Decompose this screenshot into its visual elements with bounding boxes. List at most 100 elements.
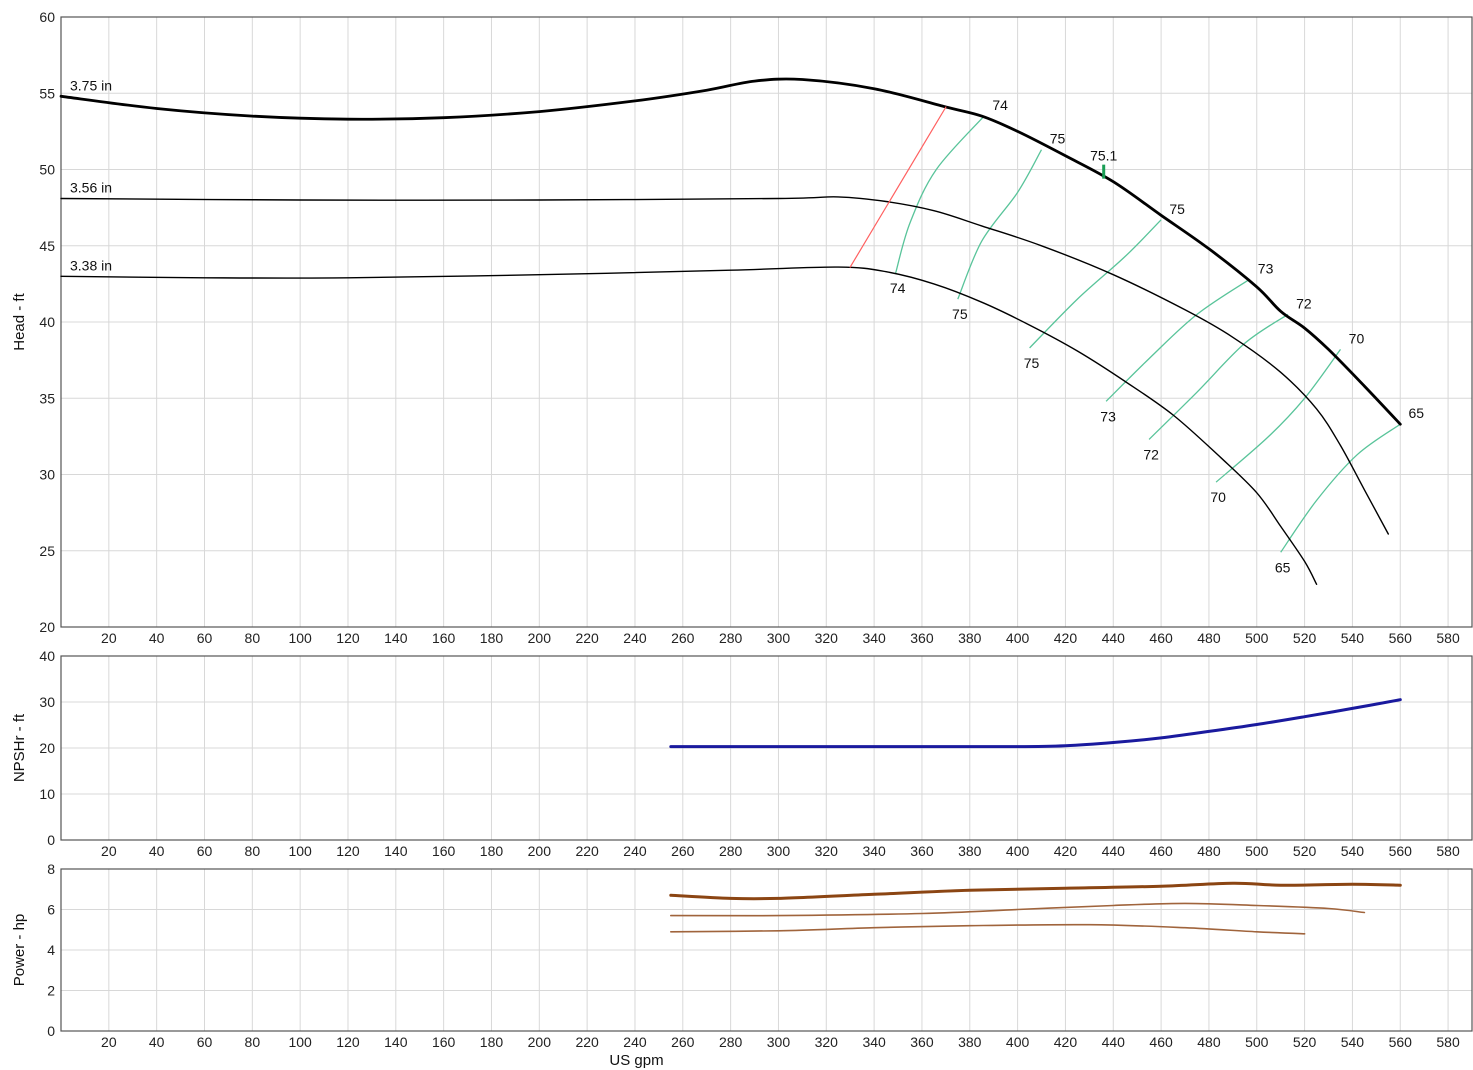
y-tick-label: 0	[47, 832, 55, 848]
x-tick-label: 300	[767, 1034, 791, 1050]
x-tick-label: 80	[245, 630, 261, 646]
plot-frame	[60, 16, 1473, 628]
bep-label: 75.1	[1090, 148, 1117, 164]
npsh-panel: 0 10 20 30 40 20 40 60 80 100 120 140 160 180 200 220 24…	[11, 648, 1473, 859]
x-tick-label: 280	[719, 843, 743, 859]
x-tick-label: 360	[910, 1034, 934, 1050]
efficiency-line-70	[1215, 349, 1342, 483]
y-tick-label: 20	[39, 619, 55, 635]
efficiency-label-upper: 70	[1349, 330, 1365, 346]
y-tick-label: 10	[39, 786, 55, 802]
x-tick-label: 520	[1293, 1034, 1317, 1050]
x-tick-label: 160	[432, 843, 456, 859]
x-tick-label: 240	[623, 1034, 647, 1050]
y-axis-label: Power - hp	[11, 914, 28, 987]
efficiency-line-65	[1280, 423, 1401, 553]
y-tick-label: 8	[47, 861, 55, 877]
x-tick-label: 460	[1149, 1034, 1173, 1050]
x-tick-label: 20	[101, 843, 117, 859]
x-tick-label: 420	[1054, 630, 1078, 646]
plot-frame	[60, 655, 1473, 841]
x-tick-label: 40	[149, 843, 165, 859]
x-tick-label: 140	[384, 630, 408, 646]
x-tick-label: 540	[1341, 630, 1365, 646]
x-tick-label: 520	[1293, 630, 1317, 646]
x-tick-label: 360	[910, 630, 934, 646]
x-tick-label: 80	[245, 843, 261, 859]
power-panel: 0 2 4 6 8 20 40 60 80 100 120 140 160 180 200 220 240 260…	[11, 861, 1473, 1069]
efficiency-label-upper: 65	[1408, 405, 1424, 421]
x-tick-label: 400	[1006, 630, 1030, 646]
x-tick-label: 580	[1436, 1034, 1460, 1050]
efficiency-label-lower: 75	[1024, 355, 1040, 371]
x-tick-label: 80	[245, 1034, 261, 1050]
efficiency-label-lower: 74	[890, 280, 906, 296]
x-tick-label: 120	[336, 1034, 360, 1050]
x-tick-label: 340	[862, 630, 886, 646]
impeller-label: 3.38 in	[70, 257, 112, 273]
efficiency-line-75	[957, 149, 1043, 300]
x-tick-label: 140	[384, 1034, 408, 1050]
efficiency-label-lower: 75	[952, 306, 968, 322]
x-tick-label: 60	[197, 630, 213, 646]
efficiency-label-lower: 73	[1100, 408, 1116, 424]
x-tick-label: 340	[862, 1034, 886, 1050]
x-tick-label: 120	[336, 843, 360, 859]
x-tick-label: 320	[815, 1034, 839, 1050]
impeller-label: 3.75 in	[70, 77, 112, 93]
y-tick-label: 6	[47, 902, 55, 918]
x-tick-label: 200	[528, 1034, 552, 1050]
y-tick-label: 40	[39, 648, 55, 664]
x-tick-label: 160	[432, 630, 456, 646]
x-axis-label: US gpm	[609, 1052, 663, 1069]
x-tick-label: 440	[1102, 1034, 1126, 1050]
x-tick-label: 400	[1006, 843, 1030, 859]
efficiency-label-upper: 75	[1050, 131, 1066, 147]
y-tick-label: 35	[39, 390, 55, 406]
x-tick-label: 380	[958, 630, 982, 646]
plot-frame	[60, 868, 1473, 1032]
x-tick-label: 180	[480, 630, 504, 646]
impeller-label: 3.56 in	[70, 179, 112, 195]
x-tick-label: 460	[1149, 843, 1173, 859]
x-tick-label: 260	[671, 1034, 695, 1050]
x-tick-label: 440	[1102, 843, 1126, 859]
x-tick-label: 240	[623, 630, 647, 646]
y-axis-label: Head - ft	[11, 292, 28, 350]
x-tick-label: 480	[1197, 1034, 1221, 1050]
x-tick-label: 440	[1102, 630, 1126, 646]
x-tick-label: 120	[336, 630, 360, 646]
x-tick-label: 220	[575, 843, 599, 859]
efficiency-line-74	[894, 115, 985, 274]
x-tick-label: 380	[958, 843, 982, 859]
y-tick-label: 0	[47, 1023, 55, 1039]
x-tick-label: 280	[719, 630, 743, 646]
x-tick-label: 260	[671, 630, 695, 646]
x-tick-label: 480	[1197, 630, 1221, 646]
x-tick-label: 300	[767, 843, 791, 859]
head-panel: 20 25 30 35 40 45 50 55 60 20 40 60 80 100 120 140 160 18…	[11, 9, 1473, 646]
x-tick-label: 540	[1341, 843, 1365, 859]
x-tick-label: 200	[528, 630, 552, 646]
x-tick-label: 240	[623, 843, 647, 859]
y-tick-label: 30	[39, 467, 55, 483]
x-tick-label: 420	[1054, 843, 1078, 859]
x-tick-label: 320	[815, 630, 839, 646]
y-tick-label: 50	[39, 162, 55, 178]
x-tick-label: 540	[1341, 1034, 1365, 1050]
x-tick-label: 60	[197, 1034, 213, 1050]
x-tick-label: 560	[1389, 630, 1413, 646]
efficiency-line-72	[1148, 313, 1289, 440]
x-tick-label: 400	[1006, 1034, 1030, 1050]
efficiency-label-upper: 73	[1258, 260, 1274, 276]
efficiency-label-upper: 75	[1169, 201, 1185, 217]
x-tick-label: 40	[149, 630, 165, 646]
series-line-3-75-in	[669, 881, 1402, 901]
efficiency-label-lower: 72	[1143, 446, 1159, 462]
x-tick-label: 500	[1245, 630, 1269, 646]
y-tick-label: 4	[47, 942, 55, 958]
y-axis-label: NPSHr - ft	[11, 713, 28, 782]
x-tick-label: 60	[197, 843, 213, 859]
x-tick-label: 420	[1054, 1034, 1078, 1050]
